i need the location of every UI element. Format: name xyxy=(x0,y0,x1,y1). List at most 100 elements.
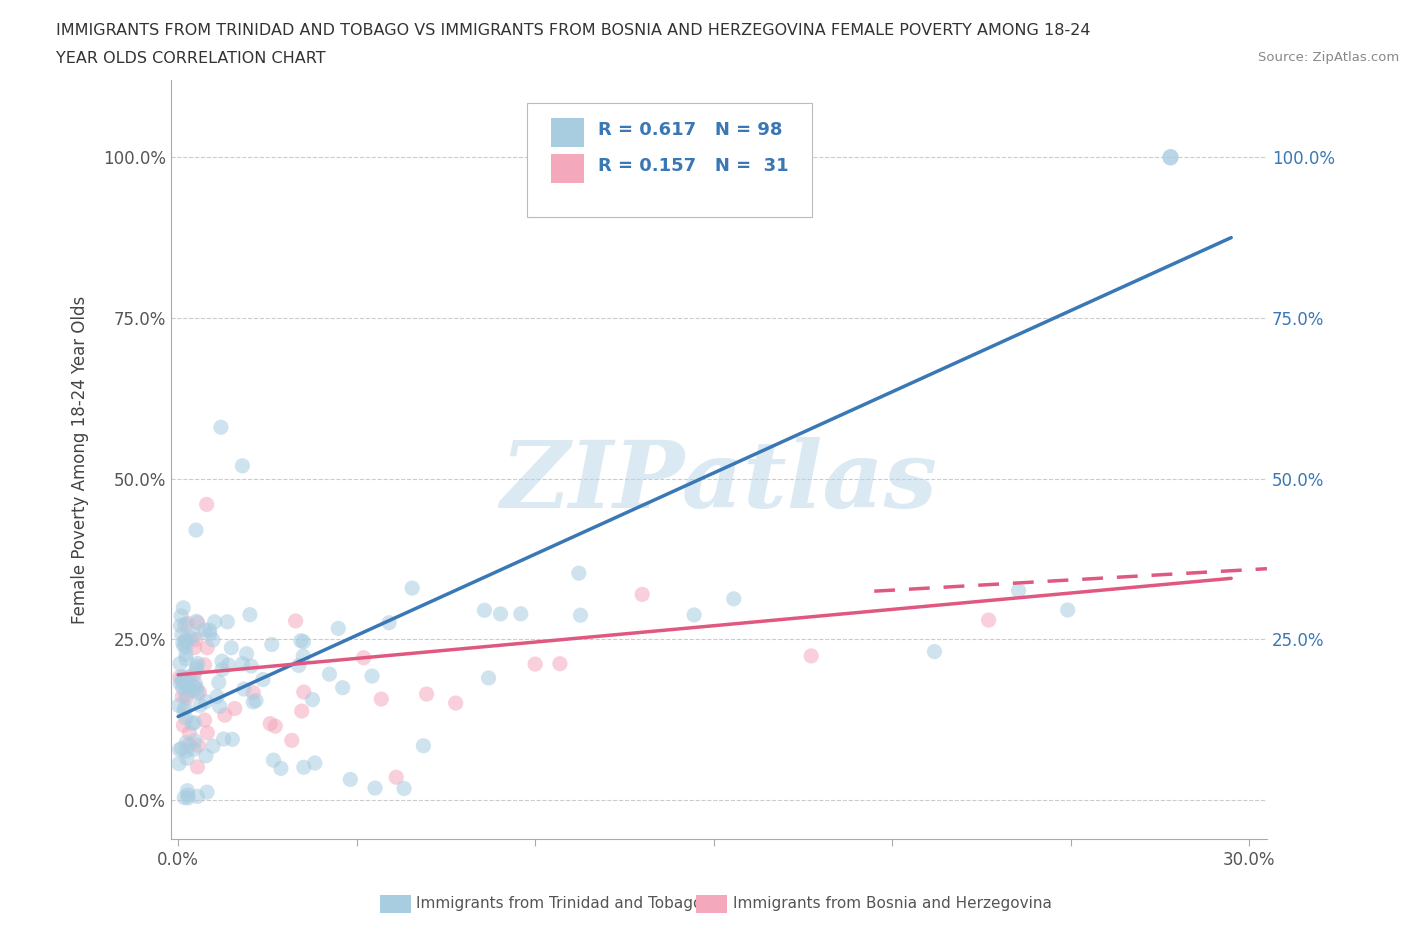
Point xyxy=(195,640,218,655)
FancyBboxPatch shape xyxy=(551,118,583,147)
Point xyxy=(232,682,254,697)
Point xyxy=(205,689,228,704)
Point xyxy=(172,680,194,695)
Point xyxy=(169,670,191,684)
Point xyxy=(235,646,257,661)
Point xyxy=(224,701,246,716)
Point xyxy=(193,658,215,672)
Point xyxy=(186,658,208,673)
Point xyxy=(259,716,281,731)
Point xyxy=(169,676,191,691)
Point xyxy=(186,662,208,677)
Y-axis label: Female Poverty Among 18-24 Year Olds: Female Poverty Among 18-24 Year Olds xyxy=(72,295,89,623)
Point xyxy=(290,633,312,648)
Point xyxy=(415,686,437,701)
Point xyxy=(176,616,198,631)
Point xyxy=(169,618,191,633)
Point xyxy=(173,703,195,718)
Point xyxy=(183,628,205,643)
Point xyxy=(187,737,209,752)
Point xyxy=(186,681,208,696)
Point xyxy=(198,623,221,638)
Point xyxy=(177,790,200,805)
Point xyxy=(262,752,284,767)
Point xyxy=(188,684,211,699)
Point xyxy=(287,658,309,673)
Point xyxy=(204,615,226,630)
Text: Source: ZipAtlas.com: Source: ZipAtlas.com xyxy=(1258,51,1399,64)
Point xyxy=(209,419,232,434)
Point xyxy=(252,672,274,687)
Point xyxy=(1056,603,1078,618)
Point xyxy=(172,718,194,733)
Point xyxy=(172,674,194,689)
Point xyxy=(260,637,283,652)
Point xyxy=(170,741,193,756)
Point xyxy=(195,497,218,512)
Point xyxy=(548,657,571,671)
Point xyxy=(392,781,415,796)
Text: ZIPatlas: ZIPatlas xyxy=(501,437,938,527)
Text: IMMIGRANTS FROM TRINIDAD AND TOBAGO VS IMMIGRANTS FROM BOSNIA AND HERZEGOVINA FE: IMMIGRANTS FROM TRINIDAD AND TOBAGO VS I… xyxy=(56,23,1091,38)
Point xyxy=(208,675,231,690)
Point xyxy=(170,608,193,623)
Point xyxy=(1007,583,1029,598)
Point xyxy=(176,678,198,693)
Point xyxy=(292,684,315,699)
Point xyxy=(177,788,200,803)
Point xyxy=(242,685,264,700)
Point xyxy=(924,644,946,659)
Point xyxy=(385,770,408,785)
Point xyxy=(174,671,197,685)
Point xyxy=(194,622,217,637)
Point xyxy=(332,680,354,695)
Point xyxy=(174,700,197,715)
Point xyxy=(631,587,654,602)
Point xyxy=(172,601,194,616)
Point xyxy=(167,698,190,713)
Point xyxy=(217,615,239,630)
Point xyxy=(179,631,201,645)
Point xyxy=(221,641,243,656)
Point xyxy=(292,634,315,649)
Point xyxy=(723,591,745,606)
Point xyxy=(174,634,197,649)
Point xyxy=(474,603,496,618)
Point xyxy=(211,654,233,669)
Point xyxy=(176,691,198,706)
Point xyxy=(174,652,197,667)
Point xyxy=(184,632,207,647)
Text: R = 0.157   N =  31: R = 0.157 N = 31 xyxy=(599,157,789,175)
Point xyxy=(172,670,194,684)
Point xyxy=(281,733,304,748)
Point xyxy=(187,656,209,671)
Point xyxy=(301,692,323,707)
Point xyxy=(201,738,224,753)
Point xyxy=(174,736,197,751)
Point xyxy=(339,772,361,787)
Point xyxy=(194,694,217,709)
Text: R = 0.617   N = 98: R = 0.617 N = 98 xyxy=(599,121,783,140)
Point xyxy=(1160,150,1182,165)
Point xyxy=(231,657,253,671)
Point xyxy=(195,725,218,740)
Point xyxy=(304,755,326,770)
Point xyxy=(264,719,287,734)
Point xyxy=(509,606,531,621)
Point xyxy=(179,725,201,740)
Point xyxy=(194,749,217,764)
Point xyxy=(174,647,197,662)
Text: Immigrants from Bosnia and Herzegovina: Immigrants from Bosnia and Herzegovina xyxy=(733,897,1052,911)
Point xyxy=(401,580,423,595)
Text: YEAR OLDS CORRELATION CHART: YEAR OLDS CORRELATION CHART xyxy=(56,51,326,66)
Point xyxy=(170,628,193,643)
Point xyxy=(183,679,205,694)
FancyBboxPatch shape xyxy=(551,153,583,182)
Point xyxy=(188,698,211,712)
Point xyxy=(177,670,200,684)
Point xyxy=(683,607,706,622)
Point xyxy=(201,632,224,647)
Point xyxy=(195,785,218,800)
Point xyxy=(270,761,292,776)
Point xyxy=(245,693,267,708)
